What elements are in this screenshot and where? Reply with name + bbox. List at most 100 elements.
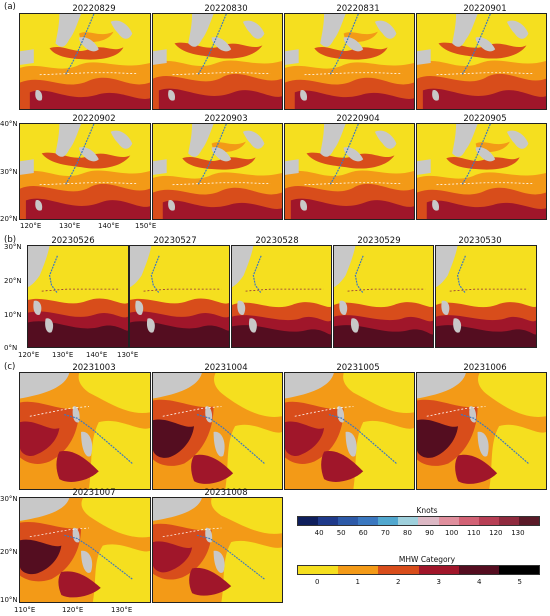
map-panel [231, 245, 332, 348]
mhw-map [285, 124, 414, 219]
date-label: 20230526 [51, 236, 95, 246]
map-panel [152, 13, 283, 110]
colorbar-tick-label: 70 [380, 529, 390, 537]
map-panel [416, 372, 547, 490]
lat-tick: 10°N [4, 311, 22, 319]
map-panel [27, 245, 129, 348]
lat-tick: 40°N [0, 120, 18, 128]
map-panel [333, 245, 434, 348]
map-panel [19, 497, 151, 603]
colorbar-tick-label: 80 [402, 529, 412, 537]
colorbar-swatch [298, 566, 339, 574]
date-label: 20230528 [255, 236, 299, 246]
colorbar-tick-label: 2 [396, 578, 401, 586]
colorbar-swatch [298, 517, 319, 525]
date-label: 20230529 [357, 236, 401, 246]
lat-tick: 20°N [0, 548, 18, 556]
lon-tick: 140°E [98, 222, 120, 230]
colorbar-swatch [318, 517, 339, 525]
mhw-map [285, 14, 414, 109]
lon-tick: 130°E [117, 351, 139, 359]
map-panel [19, 372, 151, 490]
colorbar-tick-label: 110 [467, 529, 481, 537]
colorbar-tick-label: 90 [425, 529, 434, 537]
date-label: 20231006 [463, 363, 507, 373]
mhw-map [28, 246, 128, 347]
date-label: 20231005 [336, 363, 380, 373]
map-panel [19, 123, 151, 220]
mhw-map [20, 124, 150, 219]
colorbar-swatch [518, 517, 539, 525]
lat-tick: 20°N [4, 277, 22, 285]
lon-tick: 120°E [20, 222, 42, 230]
date-label: 20230527 [153, 236, 197, 246]
colorbar-tick-label: 120 [489, 529, 503, 537]
colorbar-swatch [498, 566, 540, 574]
lon-tick: 130°E [52, 351, 74, 359]
map-panel [435, 245, 537, 348]
date-label: 20220829 [72, 4, 116, 14]
colorbar-swatch [338, 517, 359, 525]
date-label: 20220903 [204, 114, 248, 124]
mhw-map [417, 14, 546, 109]
colorbar-tick-label: 50 [336, 529, 346, 537]
lon-tick: 130°E [111, 606, 133, 614]
colorbar-tick-label: 4 [477, 578, 482, 586]
lat-tick: 30°N [0, 495, 18, 503]
lon-tick: 120°E [62, 606, 84, 614]
mhw-map [20, 14, 150, 109]
date-label: 20220830 [204, 4, 248, 14]
mhw-colorbar [297, 565, 540, 575]
mhw-map [20, 373, 150, 489]
map-panel [152, 372, 283, 490]
colorbar-tick-label: 60 [358, 529, 368, 537]
colorbar-swatch [458, 566, 499, 574]
lat-tick: 0°N [4, 344, 18, 352]
colorbar-swatch [418, 566, 459, 574]
mhw-map [130, 246, 229, 347]
mhw-map [153, 124, 282, 219]
section-a-label: (a) [4, 2, 16, 12]
colorbar-swatch [418, 517, 439, 525]
colorbar-swatch [398, 517, 419, 525]
lon-tick: 140°E [86, 351, 108, 359]
lat-tick: 30°N [4, 243, 22, 251]
colorbar-swatch [478, 517, 499, 525]
colorbar-tick-label: 0 [315, 578, 320, 586]
map-panel [416, 123, 547, 220]
date-label: 20231004 [204, 363, 248, 373]
colorbar-swatch [498, 517, 519, 525]
mhw-legend-title: MHW Category [398, 555, 456, 564]
section-b-label: (b) [4, 235, 17, 245]
knots-legend-title: Knots [416, 506, 438, 515]
mhw-map [20, 498, 150, 602]
knots-colorbar [297, 516, 540, 526]
colorbar-tick-label: 130 [511, 529, 525, 537]
colorbar-tick-label: 100 [444, 529, 459, 537]
mhw-map [436, 246, 536, 347]
lon-tick: 110°E [14, 606, 36, 614]
colorbar-swatch [338, 566, 379, 574]
date-label: 20220905 [463, 114, 507, 124]
colorbar-swatch [378, 566, 419, 574]
lon-tick: 130°E [59, 222, 81, 230]
mhw-map [285, 373, 414, 489]
lon-tick: 120°E [18, 351, 40, 359]
mhw-map [334, 246, 433, 347]
colorbar-swatch [378, 517, 399, 525]
mhw-map [153, 14, 282, 109]
section-c-label: (c) [4, 362, 16, 372]
mhw-map [417, 124, 546, 219]
date-label: 20231008 [204, 488, 248, 498]
colorbar-swatch [438, 517, 459, 525]
mhw-map [232, 246, 331, 347]
lat-tick: 30°N [0, 168, 18, 176]
colorbar-swatch [358, 517, 379, 525]
map-panel [416, 13, 547, 110]
map-panel [284, 372, 415, 490]
mhw-map [153, 498, 282, 602]
date-label: 20220904 [336, 114, 380, 124]
date-label: 20220831 [336, 4, 380, 14]
date-label: 20231003 [72, 363, 116, 373]
map-panel [152, 123, 283, 220]
